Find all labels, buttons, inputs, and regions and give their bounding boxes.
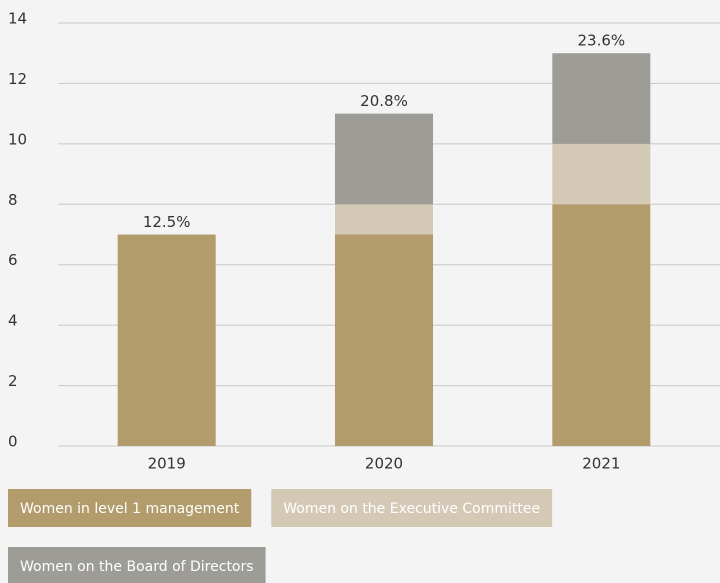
bar-segment [335, 234, 433, 446]
legend-label: Women in level 1 management [20, 501, 240, 517]
bar-segment [117, 234, 216, 446]
y-tick-label: 10 [8, 130, 27, 148]
bar-annotation: 12.5% [143, 213, 191, 231]
y-tick-label: 4 [8, 312, 18, 330]
legend-label: Women on the Board of Directors [20, 559, 254, 575]
bar-annotation: 20.8% [360, 92, 408, 110]
y-tick-label: 6 [8, 251, 18, 269]
bar-segment [552, 143, 651, 205]
legend-swatch [271, 489, 553, 527]
bar-segment [552, 204, 651, 446]
y-tick-label: 0 [8, 433, 18, 451]
legend-label: Women on the Executive Committee [283, 501, 540, 517]
y-tick-label: 2 [8, 372, 18, 390]
legend-swatch [8, 489, 252, 527]
bar-segment [335, 113, 433, 205]
bar-annotation: 23.6% [578, 32, 626, 50]
y-tick-label: 12 [8, 70, 27, 88]
legend-swatch [8, 547, 266, 583]
y-tick-label: 14 [8, 10, 27, 28]
x-tick-label: 2019 [148, 455, 186, 473]
y-tick-label: 8 [8, 191, 18, 209]
x-tick-label: 2020 [365, 455, 403, 473]
bar-segment [552, 53, 651, 144]
x-tick-label: 2021 [582, 455, 620, 473]
bar-segment [335, 204, 433, 235]
